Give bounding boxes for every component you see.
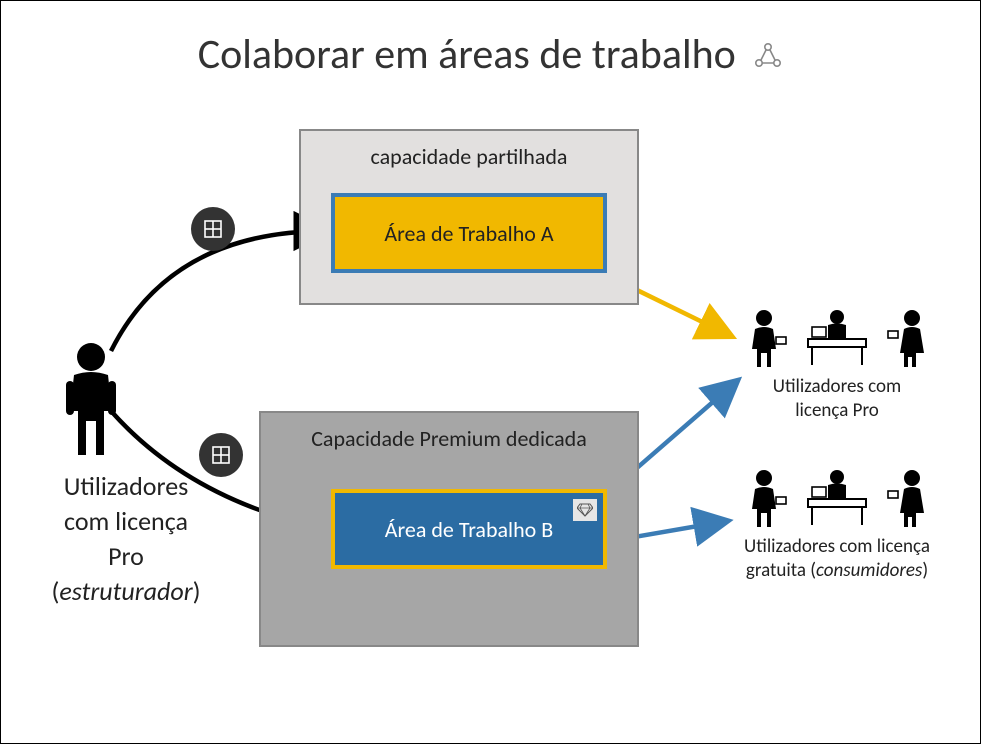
share-icon xyxy=(753,32,783,83)
person-icon xyxy=(746,309,788,369)
left-label-l3: Pro xyxy=(108,540,144,572)
grid-icon-top xyxy=(191,207,235,251)
diagram-canvas: Colaborar em áreas de trabalho xyxy=(0,0,981,744)
users-pro-icons xyxy=(721,309,953,369)
title-text: Colaborar em áreas de trabalho xyxy=(198,29,736,80)
users-pro-group: Utilizadores com licença Pro xyxy=(721,309,953,423)
capacity-premium-title: Capacidade Premium dedicada xyxy=(261,425,637,452)
users-free-group: Utilizadores com licença gratuita (consu… xyxy=(721,469,953,583)
left-label-l1: Utilizadores xyxy=(64,470,189,502)
desk-icon xyxy=(802,309,872,369)
users-free-l2-em: consumidores xyxy=(816,559,922,582)
users-pro-l2: licença Pro xyxy=(795,399,879,422)
users-free-icons xyxy=(721,469,953,529)
page-title: Colaborar em áreas de trabalho xyxy=(1,29,980,83)
person-icon xyxy=(746,469,788,529)
left-user-label: Utilizadores com licença Pro (estruturad… xyxy=(21,469,231,609)
left-label-role: estruturador xyxy=(59,575,192,607)
users-free-label: Utilizadores com licença gratuita (consu… xyxy=(721,535,953,583)
left-person-icon xyxy=(56,341,126,466)
premium-diamond-icon xyxy=(573,499,597,521)
left-label-l2: com licença xyxy=(64,505,188,537)
workspace-b: Área de Trabalho B xyxy=(331,489,607,569)
users-free-l1: Utilizadores com licença xyxy=(744,535,930,558)
workspace-b-label: Área de Trabalho B xyxy=(385,516,553,543)
users-pro-label: Utilizadores com licença Pro xyxy=(721,375,953,423)
person-female-icon xyxy=(886,309,928,369)
capacity-shared-title: capacidade partilhada xyxy=(301,143,637,170)
desk-icon xyxy=(802,469,872,529)
person-female-icon xyxy=(886,469,928,529)
workspace-a-label: Área de Trabalho A xyxy=(384,220,553,247)
users-free-l2b: ) xyxy=(922,559,928,582)
users-pro-l1: Utilizadores com xyxy=(773,375,901,398)
workspace-a: Área de Trabalho A xyxy=(331,193,607,273)
users-free-l2a: gratuita ( xyxy=(746,559,816,582)
